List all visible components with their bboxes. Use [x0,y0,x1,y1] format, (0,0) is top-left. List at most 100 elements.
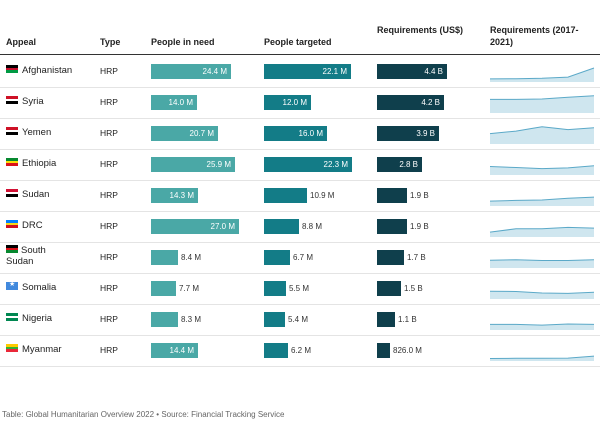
people-in-need-label: 8.3 M [181,315,202,324]
myanmar-flag [6,344,18,353]
requirements-bar [377,157,422,172]
header-appeal: Appeal [6,37,37,47]
requirements-label: 3.9 B [416,129,435,138]
appeal-type: HRP [100,252,118,262]
table-row: Myanmar HRP 14.4 M 6.2 M 826.0 M [0,335,600,367]
people-in-need-bar [151,343,198,358]
people-in-need-label: 24.4 M [202,67,227,76]
people-targeted-label: 22.1 M [322,67,347,76]
table-row: Afghanistan HRP 24.4 M 22.1 M 4.4 B [0,56,600,88]
people-in-need-bar [151,126,218,141]
table-row: South Sudan HRP 8.4 M 6.7 M 1.7 B [0,242,600,274]
table-row: ★ Somalia HRP 7.7 M 5.5 M 1.5 B [0,273,600,305]
drc-flag [6,220,18,229]
requirements-bar [377,188,407,203]
people-targeted-bar [264,219,299,234]
appeal-type: HRP [100,221,118,231]
requirements-bar [377,219,407,234]
appeal-name: Afghanistan [22,65,73,76]
requirements-bar [377,250,404,265]
requirements-trend-sparkline [489,355,595,361]
header-people-targeted: People targeted [264,37,332,47]
requirements-bar [377,312,395,327]
syria-flag [6,96,18,105]
people-in-need-label: 7.7 M [179,284,200,293]
sparkline-line [489,165,595,170]
sparkline-area [490,126,594,144]
people-targeted-bar [264,343,288,358]
sparkline-area [490,259,594,268]
requirements-label: 2.8 B [399,160,418,169]
appeal-type: HRP [100,345,118,355]
people-in-need-bar [151,95,197,110]
sparkline-line [489,196,595,202]
sparkline-area [490,291,594,299]
people-in-need-label: 14.0 M [168,98,193,107]
requirements-label: 1.1 B [398,315,417,324]
people-targeted-label: 10.9 M [310,191,335,200]
people-in-need-bar [151,219,239,234]
people-in-need-bar [151,157,235,172]
appeal-type: HRP [100,97,118,107]
people-in-need-bar [151,250,178,265]
people-in-need-label: 20.7 M [189,129,214,138]
sparkline-area [490,324,594,330]
requirements-label: 826.0 M [393,346,422,355]
south-sudan-flag [6,245,18,254]
requirements-trend-sparkline [489,126,595,144]
header-type: Type [100,37,121,47]
sparkline-line [490,323,595,326]
people-targeted-bar [264,188,307,203]
table-row: Yemen HRP 20.7 M 16.0 M 3.9 B [0,118,600,150]
appeal-type: HRP [100,190,118,200]
requirements-bar [377,64,447,79]
requirements-trend-sparkline [489,165,595,175]
people-targeted-label: 6.2 M [291,346,312,355]
requirements-label: 4.2 B [421,98,440,107]
people-targeted-label: 12.0 M [282,98,307,107]
sparkline-line [490,95,595,100]
people-in-need-bar [151,281,176,296]
appeal-type: HRP [100,314,118,324]
appeal-name: Sudan [22,189,50,200]
people-targeted-label: 5.5 M [289,284,310,293]
people-targeted-label: 6.7 M [293,253,314,262]
appeal-name: South Sudan [6,245,46,267]
appeal-name: Myanmar [22,344,62,355]
header-people-in-need: People in need [151,37,215,47]
people-targeted-bar [264,281,286,296]
people-targeted-bar [264,250,290,265]
people-in-need-bar [151,64,231,79]
appeal-name: Yemen [22,127,52,138]
sparkline-area [490,68,594,82]
table-row: Sudan HRP 14.3 M 10.9 M 1.9 B [0,180,600,212]
requirements-label: 1.9 B [410,191,429,200]
somalia-flag: ★ [6,281,18,291]
people-targeted-bar [264,64,351,79]
yemen-flag [6,127,18,136]
header-requirements: Requirements (US$) [377,25,464,35]
table-row: Ethiopia HRP 25.9 M 22.3 M 2.8 B [0,149,600,181]
requirements-trend-sparkline [489,196,595,206]
requirements-trend-sparkline [490,95,595,113]
appeal-type: HRP [100,283,118,293]
afghanistan-flag [6,65,18,74]
people-targeted-bar [264,157,352,172]
people-in-need-label: 14.3 M [169,191,194,200]
requirements-trend-sparkline [489,67,595,82]
requirements-bar [377,95,444,110]
sparkline-line [489,259,595,261]
sparkline-area [490,227,594,237]
requirements-trend-sparkline [489,226,595,237]
sparkline-line [489,126,595,135]
header-requirements-trend: Requirements (2017-2021) [490,25,579,47]
requirements-bar [377,281,401,296]
requirements-trend-sparkline [490,323,595,330]
appeal-type: HRP [100,128,118,138]
people-in-need-label: 25.9 M [206,160,231,169]
sparkline-line [489,355,595,359]
requirements-bar [377,343,390,358]
sparkline-line [489,290,595,294]
people-targeted-bar [264,95,311,110]
people-in-need-bar [151,312,178,327]
